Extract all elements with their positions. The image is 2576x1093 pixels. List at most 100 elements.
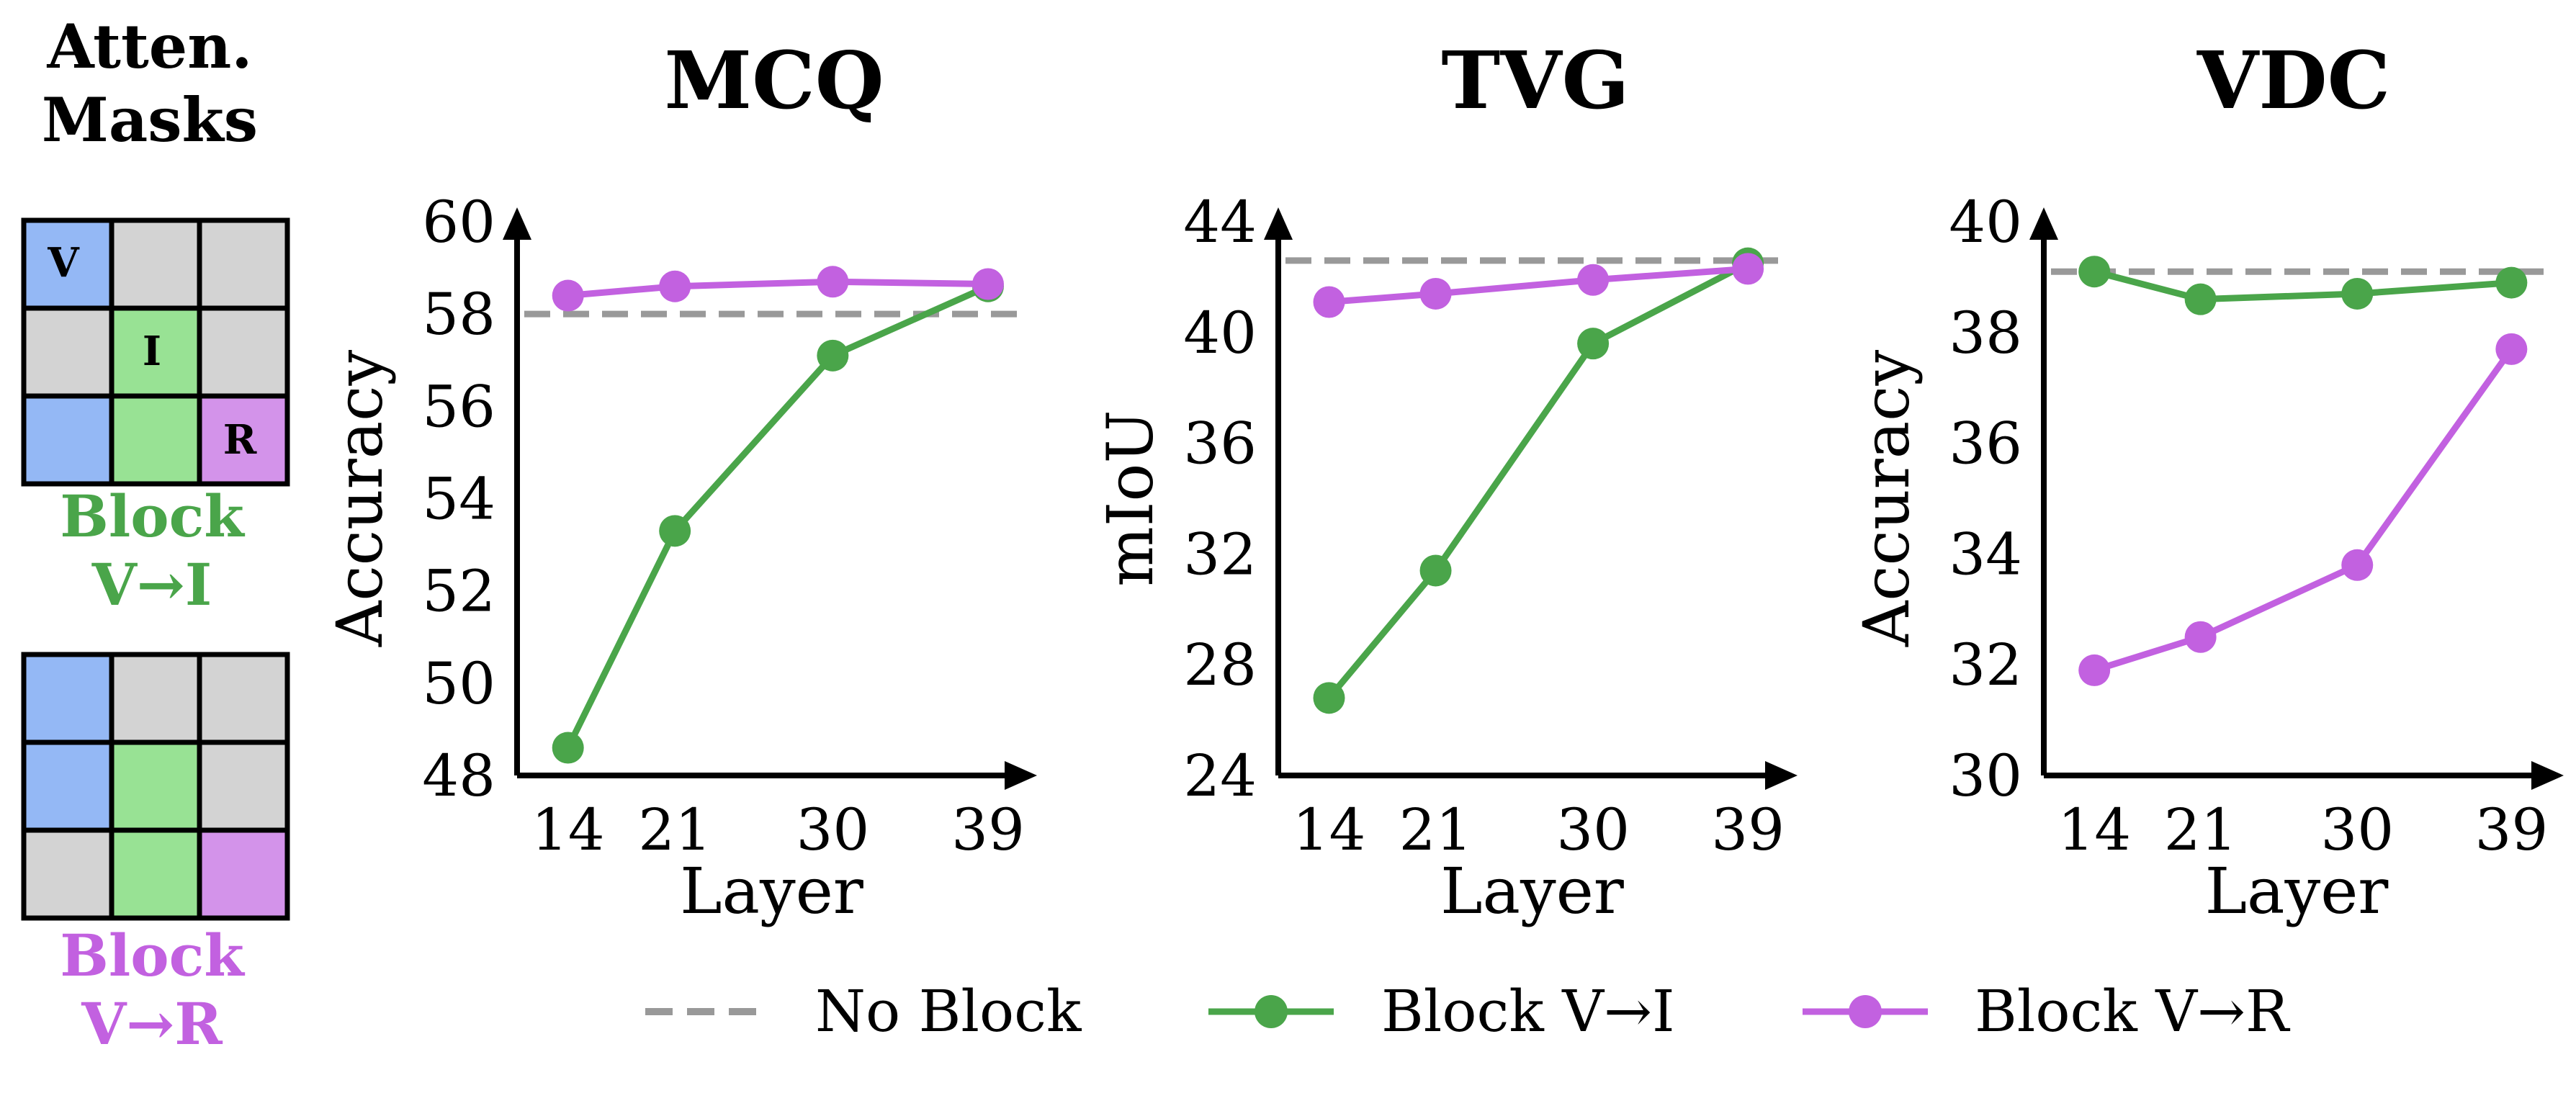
mask1-cell-2-0	[21, 393, 115, 487]
point-block-vi-vdc-39	[2495, 266, 2528, 299]
y-tick-label-tvg-28: 28	[1183, 631, 1257, 698]
mask1-cell-1-0	[21, 305, 115, 399]
chart-vdc: VDC 30 32 34 36 38 40 14 21 30 39 Layer Accuracy	[1849, 34, 2564, 928]
chart-title-mcq: MCQ	[664, 34, 884, 127]
point-block-vr-mcq-21	[659, 270, 691, 302]
y-tick-label-vdc-30: 30	[1949, 742, 2022, 809]
mask-grid-block-vi	[21, 217, 290, 487]
y-tick-label-mcq-54: 54	[422, 466, 495, 533]
legend-block-vr-label: Block V→R	[1975, 978, 2291, 1045]
mask2-cell-2-1	[109, 827, 202, 921]
mask-grid-block-vr	[21, 652, 290, 921]
y-tick-label-tvg-44: 44	[1183, 189, 1257, 256]
point-block-vi-vdc-30	[2341, 277, 2374, 310]
point-block-vi-mcq-30	[817, 339, 849, 372]
x-tick-label-mcq-39: 39	[951, 796, 1025, 863]
mask1-cell-0-2	[197, 217, 290, 311]
mask1-cell-2-2	[197, 393, 290, 487]
series-line-block-vi-tvg	[1327, 260, 1750, 701]
y-tick-label-mcq-56: 56	[422, 373, 495, 440]
point-block-vr-mcq-14	[552, 279, 584, 312]
x-axis-label-mcq: Layer	[680, 854, 864, 928]
masks-title-line1: Atten.	[46, 11, 252, 82]
masks-title-line2: Masks	[42, 84, 258, 156]
mask1-cell-letter-v: V	[47, 239, 80, 287]
mask2-label-line2: V→R	[81, 990, 223, 1058]
mask2-label-line1: Block	[60, 922, 245, 989]
mask2-cell-0-2	[197, 652, 290, 745]
y-tick-label-mcq-52: 52	[422, 558, 495, 625]
point-block-vr-vdc-30	[2341, 549, 2374, 581]
x-axis-arrow-tvg	[1765, 761, 1798, 790]
y-tick-label-mcq-60: 60	[422, 189, 495, 256]
point-block-vi-tvg-21	[1419, 554, 1452, 587]
y-tick-label-tvg-40: 40	[1183, 300, 1257, 366]
point-block-vr-tvg-21	[1419, 277, 1452, 310]
chart-title-tvg: TVG	[1441, 34, 1629, 127]
x-tick-label-vdc-30: 30	[2320, 796, 2394, 863]
mask2-cell-0-0	[21, 652, 115, 745]
point-block-vi-mcq-21	[659, 515, 691, 547]
point-block-vr-mcq-30	[817, 266, 849, 298]
legend-block-vi-marker	[1255, 995, 1288, 1028]
point-block-vr-tvg-30	[1577, 264, 1610, 296]
y-tick-label-vdc-34: 34	[1949, 521, 2022, 588]
x-tick-label-vdc-39: 39	[2474, 796, 2548, 863]
y-tick-label-vdc-40: 40	[1949, 189, 2022, 256]
y-tick-label-tvg-32: 32	[1183, 521, 1257, 588]
point-block-vr-tvg-14	[1313, 286, 1345, 318]
legend: No Block Block V→I Block V→R	[645, 978, 2291, 1045]
x-tick-label-mcq-21: 21	[638, 796, 712, 863]
mask1-cell-2-1	[109, 393, 202, 487]
series-line-block-vi-vdc	[2093, 268, 2512, 303]
chart-title-vdc: VDC	[2196, 34, 2390, 127]
point-block-vr-tvg-39	[1732, 253, 1764, 285]
x-axis-arrow-mcq	[1005, 761, 1037, 790]
chart-tvg: TVG 24 28 32 36 40 44 14 21 30 39 Layer mIoU	[1093, 34, 1798, 928]
mask2-cell-0-1	[109, 652, 202, 745]
mask2-cell-2-2	[197, 827, 290, 921]
y-tick-label-tvg-24: 24	[1183, 742, 1257, 809]
y-tick-label-mcq-50: 50	[422, 650, 495, 717]
mask1-label-line2: V→I	[91, 551, 212, 619]
x-axis-arrow-vdc	[2531, 761, 2564, 790]
y-axis-arrow-mcq	[503, 207, 531, 240]
point-block-vi-vdc-21	[2184, 283, 2217, 315]
series-line-block-vi-mcq	[565, 283, 989, 750]
point-block-vi-tvg-30	[1577, 328, 1610, 360]
mask2-cell-2-0	[21, 827, 115, 921]
x-tick-label-tvg-39: 39	[1711, 796, 1785, 863]
y-axis-label-tvg: mIoU	[1093, 410, 1167, 586]
x-tick-label-mcq-14: 14	[531, 796, 605, 863]
x-tick-label-vdc-21: 21	[2164, 796, 2238, 863]
point-block-vi-mcq-14	[552, 732, 584, 764]
y-tick-label-vdc-38: 38	[1949, 300, 2022, 366]
mask1-cell-1-2	[197, 305, 290, 399]
x-tick-label-tvg-21: 21	[1399, 796, 1473, 863]
legend-no-block-label: No Block	[815, 978, 1082, 1045]
series-line-block-vr-vdc	[2093, 347, 2515, 674]
y-tick-label-vdc-32: 32	[1949, 631, 2022, 698]
legend-block-vr-marker	[1849, 995, 1882, 1028]
mask2-cell-1-1	[109, 739, 202, 833]
mask2-cell-1-0	[21, 739, 115, 833]
y-tick-label-vdc-36: 36	[1949, 410, 2022, 477]
point-block-vr-vdc-14	[2078, 654, 2111, 686]
series-line-block-vr-mcq	[567, 278, 989, 300]
point-block-vr-vdc-21	[2184, 621, 2217, 653]
y-tick-label-mcq-48: 48	[422, 742, 495, 809]
point-block-vi-tvg-14	[1313, 682, 1345, 714]
x-tick-label-mcq-30: 30	[796, 796, 869, 863]
y-axis-label-vdc: Accuracy	[1849, 350, 1924, 648]
attention-masks-panel: Atten. Masks V I R Block V→I Block V→R	[21, 11, 290, 1058]
chart-mcq: MCQ 48 50 52 54 56 58 60 14 21 30 39 Layer Accuracy	[323, 34, 1037, 928]
y-axis-label-mcq: Accuracy	[323, 350, 397, 648]
mask2-cell-1-2	[197, 739, 290, 833]
series-line-block-vr-tvg	[1329, 265, 1749, 305]
mask1-cell-letter-i: I	[143, 328, 161, 375]
y-axis-arrow-tvg	[1264, 207, 1293, 240]
mask1-cell-0-1	[109, 217, 202, 311]
x-axis-label-vdc: Layer	[2205, 854, 2389, 928]
y-tick-label-mcq-58: 58	[422, 281, 495, 348]
